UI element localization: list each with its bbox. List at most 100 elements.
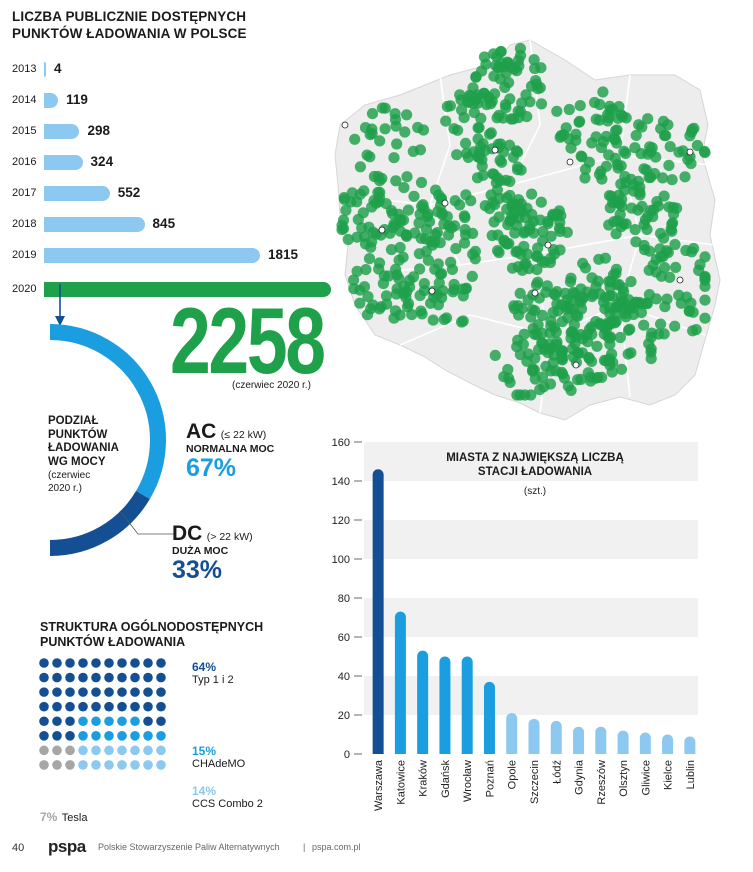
map-dot xyxy=(544,252,557,265)
map-dot xyxy=(670,261,682,273)
dot-typ12 xyxy=(65,687,75,697)
legend-chademo: 15% CHAdeMO xyxy=(192,744,246,770)
map-dot xyxy=(337,214,350,226)
map-dot xyxy=(433,189,445,201)
map-dot xyxy=(624,323,636,335)
dot-chademo xyxy=(78,716,88,727)
dot-chademo xyxy=(91,716,101,727)
y-tick-label: 80 xyxy=(338,593,350,605)
map-dot xyxy=(563,133,575,145)
map-dot xyxy=(460,137,472,149)
map-dot xyxy=(517,338,529,350)
grid-band xyxy=(364,442,698,481)
map-dot xyxy=(360,264,372,276)
dot-typ12 xyxy=(117,672,127,683)
map-dot xyxy=(496,156,508,168)
map-dot xyxy=(562,312,574,324)
year-value-2013: 4 xyxy=(54,61,62,76)
dot-typ12 xyxy=(91,658,101,668)
y-tick-label: 0 xyxy=(344,749,350,761)
dot-typ12 xyxy=(52,701,62,712)
map-dot xyxy=(513,212,525,224)
city-bar xyxy=(684,736,696,754)
map-dot xyxy=(419,233,432,245)
map-dot xyxy=(436,268,448,280)
city-label: Olsztyn xyxy=(618,760,630,797)
map-dot xyxy=(532,242,544,254)
dot-typ12 xyxy=(65,658,75,668)
dot-ccs xyxy=(117,760,127,770)
map-dot xyxy=(511,245,523,257)
city-label: Gdańsk xyxy=(440,760,452,798)
map-dot xyxy=(362,291,374,303)
dot-ccs xyxy=(104,760,114,770)
map-dot xyxy=(555,299,568,311)
map-dot xyxy=(422,254,434,266)
map-dot xyxy=(663,201,675,213)
city-bar xyxy=(573,726,585,754)
map-dot xyxy=(645,204,657,217)
dot-ccs xyxy=(143,760,153,770)
donut-dc-segment xyxy=(49,490,150,556)
dot-typ12 xyxy=(104,701,114,712)
map-dot xyxy=(538,381,550,393)
ac-pct: 67% xyxy=(186,454,237,482)
city-bar xyxy=(372,469,384,754)
year-label-2018: 2018 xyxy=(12,218,37,230)
ac-desc: NORMALNA MOC xyxy=(186,443,275,455)
dot-ccs xyxy=(130,745,140,756)
map-dot xyxy=(633,119,645,131)
dot-typ12 xyxy=(104,658,114,668)
dot-chademo xyxy=(130,731,140,741)
map-dot xyxy=(514,287,526,299)
map-city-marker xyxy=(378,226,386,234)
dc-desc: DUŻA MOC xyxy=(172,545,229,557)
map-dot xyxy=(567,351,579,363)
map-dot xyxy=(699,312,711,324)
map-dot xyxy=(615,363,628,375)
map-dot xyxy=(665,223,677,235)
map-dot xyxy=(526,188,538,200)
map-dot xyxy=(441,211,453,223)
dc-spec: (> 22 kW) xyxy=(206,531,253,543)
map-dot xyxy=(535,196,547,208)
legend-ccs: 14% CCS Combo 2 xyxy=(192,784,263,810)
y-tick-label: 140 xyxy=(332,476,350,488)
dot-typ12 xyxy=(130,687,140,697)
map-dot xyxy=(565,332,577,344)
map-dot xyxy=(401,171,413,183)
donut-ac-segment xyxy=(49,324,166,500)
dot-typ12 xyxy=(117,687,127,697)
map-dot xyxy=(640,164,652,176)
dot-typ12 xyxy=(65,672,75,683)
map-city-marker xyxy=(531,289,539,297)
dot-typ12 xyxy=(52,672,62,683)
dot-chademo xyxy=(117,731,127,741)
map-dot xyxy=(560,122,572,134)
map-dot xyxy=(370,197,382,209)
dot-typ12 xyxy=(104,672,114,683)
map-dot xyxy=(481,99,493,111)
dot-typ12 xyxy=(52,716,62,727)
dot-typ12 xyxy=(39,731,49,741)
map-dot xyxy=(690,324,702,336)
dot-typ12 xyxy=(91,701,101,712)
map-dot xyxy=(458,237,471,249)
map-dot xyxy=(602,319,614,331)
map-dot xyxy=(363,253,376,265)
map-dot xyxy=(489,349,501,361)
year-label-2013: 2013 xyxy=(12,63,37,75)
dot-chademo xyxy=(91,731,101,741)
y-tick-label: 160 xyxy=(332,437,350,449)
map-dot xyxy=(597,86,609,98)
city-label: Kraków xyxy=(418,760,430,797)
city-bar xyxy=(595,726,607,754)
map-dot xyxy=(662,119,674,131)
city-chart-title: MIASTA Z NAJWIĘKSZĄ LICZBĄ STACJI ŁADOWA… xyxy=(446,452,624,478)
dot-ccs xyxy=(117,745,127,756)
map-dot xyxy=(603,301,615,314)
map-dot xyxy=(525,80,538,92)
map-dot xyxy=(610,228,622,240)
city-label: Szczecin xyxy=(529,760,541,804)
map-dot xyxy=(475,112,487,124)
